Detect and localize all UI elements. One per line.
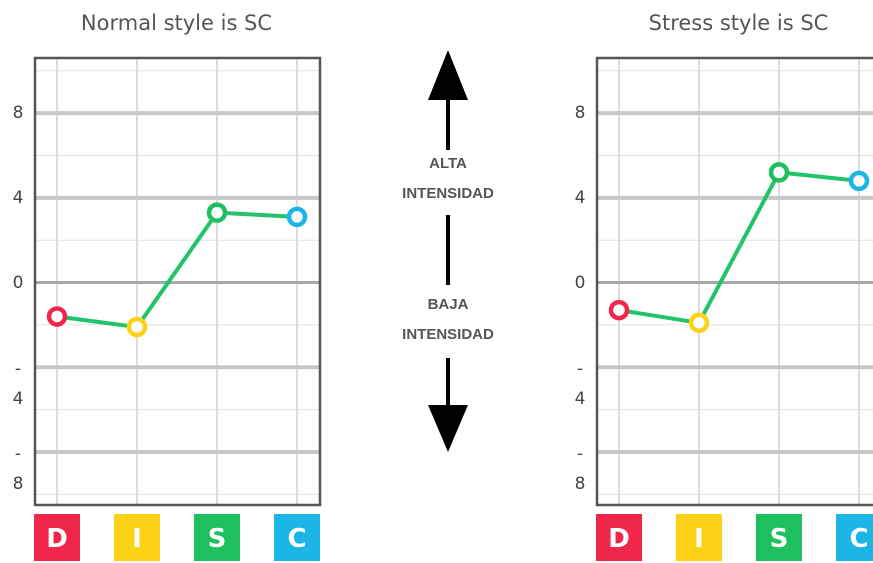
x-tick-label: C — [849, 524, 868, 554]
low-label: BAJA — [428, 296, 469, 313]
y-tick-label: 8 — [12, 103, 24, 124]
y-tick-label: -8 — [574, 444, 586, 495]
chart-title: Normal style is SC — [81, 11, 272, 35]
arrow-up — [428, 50, 468, 100]
arrow-down — [428, 405, 468, 452]
high-label: INTENSIDAD — [402, 185, 494, 202]
data-point — [286, 206, 308, 228]
data-point — [848, 170, 870, 192]
x-tick-label: D — [608, 524, 630, 554]
x-tick-label: I — [132, 524, 142, 554]
category-box — [676, 514, 722, 561]
data-point — [688, 312, 710, 334]
x-tick-label: C — [287, 524, 306, 554]
category-box — [596, 514, 642, 561]
y-tick-label: 4 — [12, 187, 24, 208]
y-tick-label: 0 — [12, 272, 24, 293]
y-tick-label: -8 — [12, 444, 24, 495]
low-label: INTENSIDAD — [402, 326, 494, 343]
y-tick-label: 4 — [574, 187, 586, 208]
plot-border — [33, 56, 322, 507]
y-tick-label: -4 — [12, 359, 24, 410]
plot-border — [595, 56, 873, 507]
x-tick-label: S — [770, 524, 789, 554]
x-tick-label: D — [46, 524, 68, 554]
category-box — [34, 514, 80, 561]
data-point — [768, 162, 790, 183]
series-line — [618, 170, 860, 326]
category-box — [836, 514, 873, 561]
data-point — [608, 299, 630, 321]
category-box — [274, 514, 320, 561]
y-tick-label: -4 — [574, 359, 586, 410]
high-label: ALTA — [429, 155, 467, 172]
category-box — [114, 514, 160, 561]
y-tick-label: 8 — [574, 103, 586, 124]
category-box — [756, 514, 802, 561]
x-tick-label: I — [694, 524, 704, 554]
data-point — [206, 202, 228, 223]
chart-title: Stress style is SC — [649, 11, 829, 35]
series-line — [56, 210, 298, 330]
data-point — [126, 316, 148, 338]
y-tick-label: 0 — [574, 272, 586, 293]
data-point — [46, 306, 68, 327]
category-box — [194, 514, 240, 561]
x-tick-label: S — [208, 524, 227, 554]
center-legend: ALTA INTENSIDAD BAJA INTENSIDAD — [402, 50, 494, 452]
